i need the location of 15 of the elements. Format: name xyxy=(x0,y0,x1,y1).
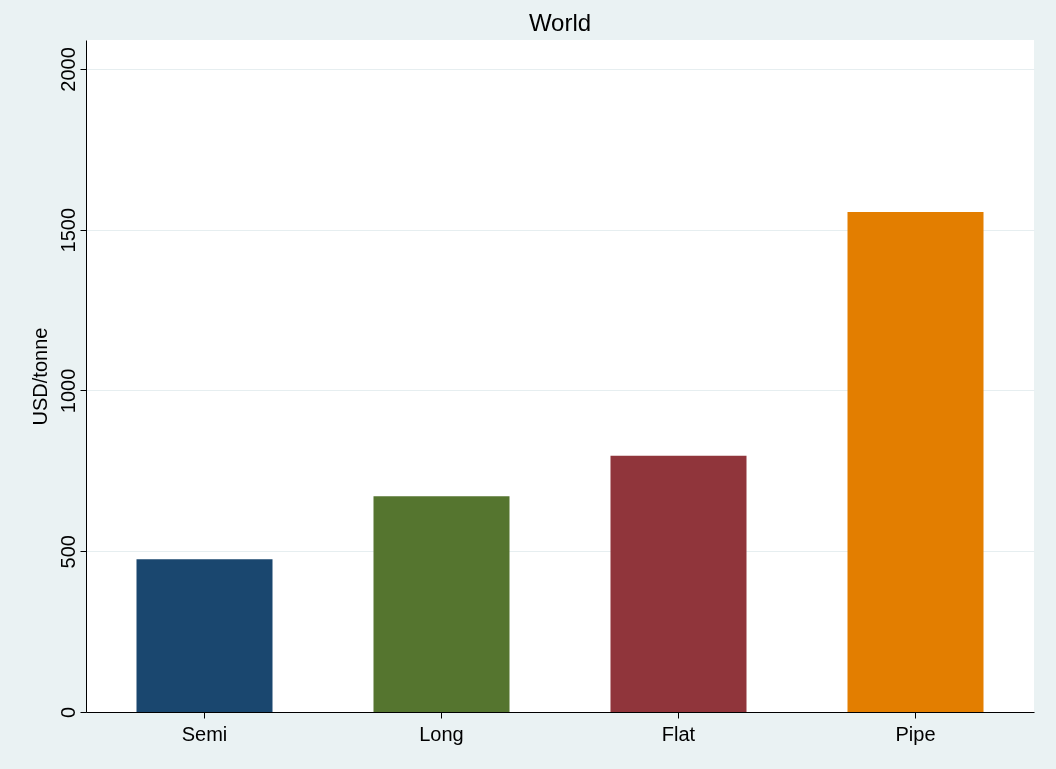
bar xyxy=(136,559,273,712)
y-tick-label: 500 xyxy=(56,535,79,569)
x-tick-label: Pipe xyxy=(895,722,936,745)
x-tick-label: Flat xyxy=(661,722,696,745)
x-tick-label: Long xyxy=(419,722,464,745)
y-axis-title: USD/tonne xyxy=(28,327,51,426)
x-tick-label: Semi xyxy=(181,722,228,745)
bar xyxy=(373,496,510,712)
y-tick-label: 1000 xyxy=(56,368,79,414)
y-tick-label: 0 xyxy=(56,706,79,719)
y-tick-label: 2000 xyxy=(56,47,79,92)
y-tick-label: 1500 xyxy=(56,207,79,253)
bar xyxy=(610,455,747,712)
chart-title: World xyxy=(528,9,592,36)
bar xyxy=(847,212,984,712)
